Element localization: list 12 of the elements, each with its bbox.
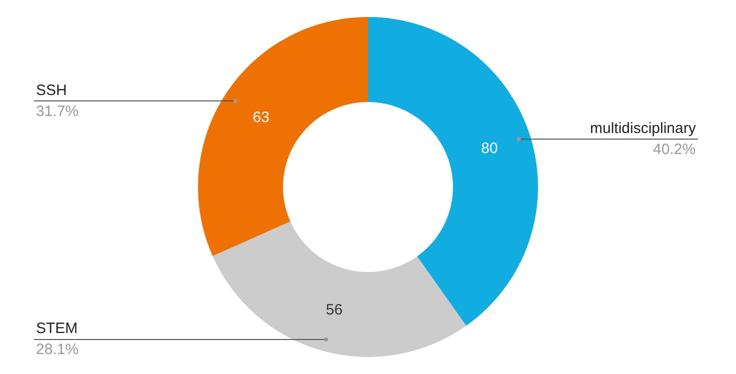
data-label: 63 (252, 109, 270, 126)
donut-slice (368, 17, 538, 326)
text: 31.7% (36, 103, 79, 120)
donut-slice (198, 17, 368, 256)
donut-slice (212, 222, 466, 357)
slice-label: multidisciplinary (590, 120, 696, 137)
data-label: 80 (481, 140, 498, 157)
slice-label: SSH (36, 82, 67, 99)
slice-label: STEM (36, 320, 78, 337)
text: 28.1% (36, 341, 79, 358)
text: 40.2% (653, 141, 696, 158)
data-label: 56 (326, 301, 343, 318)
